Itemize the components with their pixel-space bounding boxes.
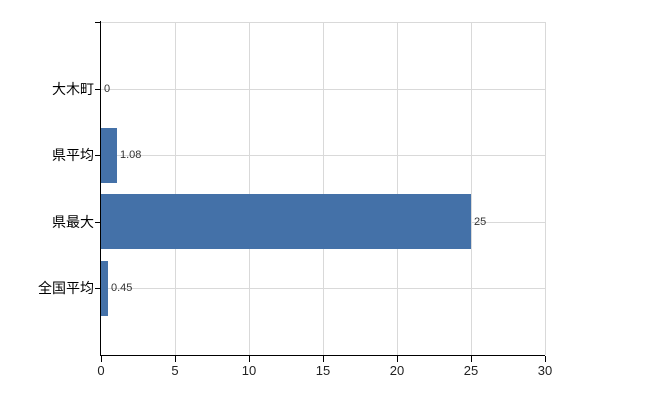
x-gridline xyxy=(249,22,250,355)
y-axis-top-tick xyxy=(95,22,101,23)
bar-全国平均 xyxy=(101,261,108,316)
x-axis-tick xyxy=(101,356,102,362)
x-axis-tick xyxy=(397,356,398,362)
x-tick-label: 10 xyxy=(241,363,257,378)
x-axis-tick xyxy=(545,356,546,362)
category-label: 県最大 xyxy=(52,214,94,230)
bar-県平均 xyxy=(101,128,117,183)
x-tick-label: 25 xyxy=(463,363,479,378)
y-axis-line xyxy=(100,21,101,355)
category-label: 全国平均 xyxy=(38,280,94,296)
x-gridline xyxy=(545,22,546,355)
category-gridline xyxy=(101,288,545,289)
category-gridline xyxy=(101,155,545,156)
x-axis-line xyxy=(100,355,545,356)
x-tick-label: 5 xyxy=(171,363,179,378)
x-axis-tick xyxy=(249,356,250,362)
y-axis-tick xyxy=(95,155,101,156)
bar-県最大 xyxy=(101,194,471,249)
category-label: 県平均 xyxy=(52,147,94,163)
y-axis-tick xyxy=(95,89,101,90)
category-label: 大木町 xyxy=(52,81,94,97)
x-axis-tick xyxy=(323,356,324,362)
x-tick-label: 0 xyxy=(97,363,105,378)
x-gridline xyxy=(323,22,324,355)
value-label: 0.45 xyxy=(111,282,133,294)
x-gridline xyxy=(175,22,176,355)
x-gridline xyxy=(471,22,472,355)
y-axis-tick xyxy=(95,222,101,223)
x-gridline xyxy=(397,22,398,355)
x-axis-tick xyxy=(175,356,176,362)
x-tick-label: 20 xyxy=(389,363,405,378)
value-label: 1.08 xyxy=(120,149,142,161)
x-axis-tick xyxy=(471,356,472,362)
value-label: 25 xyxy=(474,216,487,228)
category-gridline xyxy=(101,89,545,90)
value-label: 0 xyxy=(104,83,111,95)
x-tick-label: 30 xyxy=(537,363,553,378)
x-tick-label: 15 xyxy=(315,363,331,378)
y-axis-tick xyxy=(95,288,101,289)
